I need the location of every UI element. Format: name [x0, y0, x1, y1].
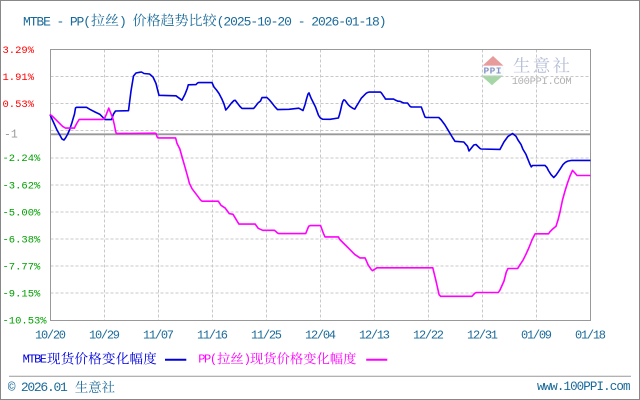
svg-text:): ) — [119, 14, 127, 29]
svg-text:12/04: 12/04 — [305, 329, 336, 343]
svg-text:01/09: 01/09 — [521, 329, 552, 343]
svg-text:PP(: PP( — [198, 353, 217, 367]
svg-text:): ) — [244, 353, 251, 367]
svg-text:-5.00%: -5.00% — [3, 207, 42, 219]
svg-text:100PPI.COM: 100PPI.COM — [512, 76, 572, 88]
svg-text:(2025-10-20 - 2026-01-18): (2025-10-20 - 2026-01-18) — [217, 14, 387, 29]
svg-text:12/22: 12/22 — [413, 329, 444, 343]
svg-text:-3.62%: -3.62% — [3, 180, 42, 192]
svg-text:-9.15%: -9.15% — [3, 289, 42, 301]
svg-text:10/20: 10/20 — [35, 329, 66, 343]
svg-text:MTBE - PP(: MTBE - PP( — [23, 14, 91, 29]
svg-text:-1: -1 — [4, 128, 18, 141]
svg-text:www.100PPI.com: www.100PPI.com — [537, 380, 631, 394]
svg-text:11/16: 11/16 — [197, 329, 228, 343]
svg-text:12/31: 12/31 — [467, 329, 498, 343]
svg-text:1.91%: 1.91% — [3, 72, 35, 84]
svg-text:-6.38%: -6.38% — [3, 234, 42, 246]
svg-text:10/29: 10/29 — [89, 329, 120, 343]
svg-text:-7.77%: -7.77% — [3, 262, 42, 274]
svg-text:PPI: PPI — [484, 66, 502, 77]
svg-text:MTBE: MTBE — [23, 353, 47, 367]
svg-text:11/25: 11/25 — [251, 329, 282, 343]
svg-text:01/18: 01/18 — [575, 329, 606, 343]
svg-text:12/13: 12/13 — [359, 329, 390, 343]
svg-text:-2.24%: -2.24% — [3, 153, 42, 165]
svg-text:-10.53%: -10.53% — [3, 316, 48, 328]
svg-text:3.29%: 3.29% — [3, 45, 35, 57]
svg-text:© 2026.01: © 2026.01 — [8, 380, 68, 395]
svg-text:11/07: 11/07 — [143, 329, 174, 343]
svg-text:0.53%: 0.53% — [3, 99, 35, 111]
